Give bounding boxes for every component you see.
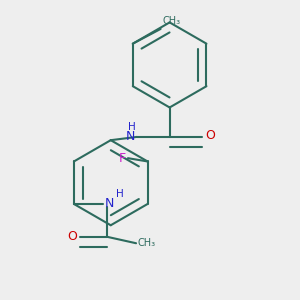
Text: CH₃: CH₃ (138, 238, 156, 248)
Text: N: N (105, 197, 114, 211)
Text: O: O (206, 129, 215, 142)
Text: N: N (126, 130, 135, 143)
Text: F: F (119, 152, 126, 165)
Text: CH₃: CH₃ (162, 16, 180, 26)
Text: H: H (128, 122, 135, 132)
Text: H: H (116, 189, 124, 199)
Text: O: O (67, 230, 77, 243)
